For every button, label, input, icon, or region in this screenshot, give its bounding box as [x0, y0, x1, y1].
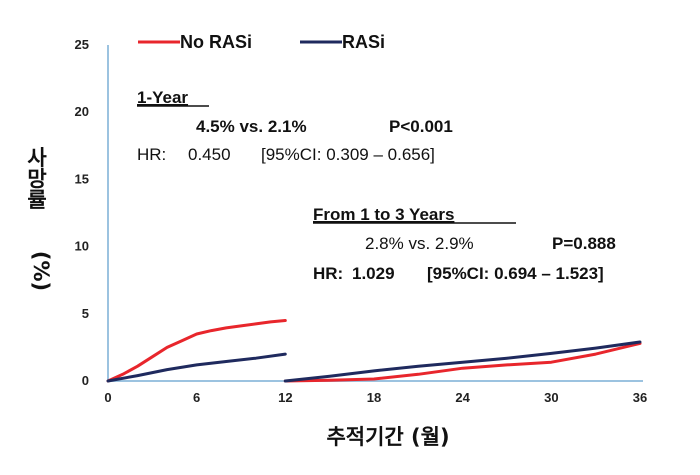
- annotation-one-to-three-heading: From 1 to 3 Years: [313, 205, 454, 224]
- x-tick-label: 6: [193, 390, 200, 405]
- annotation-one-year-hr-value: 0.450: [188, 145, 231, 164]
- x-tick-label: 12: [278, 390, 292, 405]
- x-tick-label: 24: [455, 390, 470, 405]
- x-tick-label: 30: [544, 390, 558, 405]
- y-tick-labels: 0 5 10 15 20 25: [75, 37, 89, 388]
- annotation-one-year-p: P<0.001: [389, 117, 453, 136]
- x-tick-label: 18: [367, 390, 381, 405]
- annotation-one-to-three-p: P=0.888: [552, 234, 616, 253]
- annotation-one-to-three-years: From 1 to 3 Years 2.8% vs. 2.9% P=0.888 …: [313, 205, 616, 283]
- y-tick-label: 5: [82, 306, 89, 321]
- no-rasi-line-segment-1: [106, 319, 287, 383]
- legend: No RASi RASi: [138, 32, 385, 52]
- y-axis-unit: (%): [29, 251, 53, 291]
- y-tick-label: 0: [82, 373, 89, 388]
- annotation-one-to-three-hr-value: 1.029: [352, 264, 395, 283]
- annotation-one-to-three-hr-label: HR:: [313, 264, 343, 283]
- no-rasi-line-segment-2: [283, 341, 642, 383]
- annotation-one-to-three-ci: [95%CI: 0.694 – 1.523]: [427, 264, 604, 283]
- x-tick-labels: 0 6 12 18 24 30 36: [104, 390, 647, 405]
- x-axis-title: 추적기간 (월): [326, 425, 449, 449]
- legend-label-no-rasi: No RASi: [180, 32, 252, 52]
- x-tick-label: 0: [104, 390, 111, 405]
- x-tick-label: 36: [633, 390, 647, 405]
- annotation-one-year: 1-Year 4.5% vs. 2.1% P<0.001 HR: 0.450 […: [137, 88, 453, 164]
- y-tick-label: 20: [75, 104, 89, 119]
- legend-label-rasi: RASi: [342, 32, 385, 52]
- annotation-one-year-hr-label: HR:: [137, 145, 166, 164]
- annotation-one-year-ci: [95%CI: 0.309 – 0.656]: [261, 145, 435, 164]
- y-axis-title: 사망률: [24, 147, 48, 210]
- rasi-line-segment-1: [106, 352, 287, 383]
- annotation-one-to-three-rates: 2.8% vs. 2.9%: [365, 234, 474, 253]
- y-tick-label: 10: [75, 239, 89, 254]
- y-tick-label: 25: [75, 37, 89, 52]
- y-tick-label: 15: [75, 171, 89, 186]
- series-lines: [106, 319, 642, 383]
- rasi-line-segment-2: [283, 340, 642, 383]
- annotation-one-year-rates: 4.5% vs. 2.1%: [196, 117, 307, 136]
- annotation-one-year-heading: 1-Year: [137, 88, 188, 107]
